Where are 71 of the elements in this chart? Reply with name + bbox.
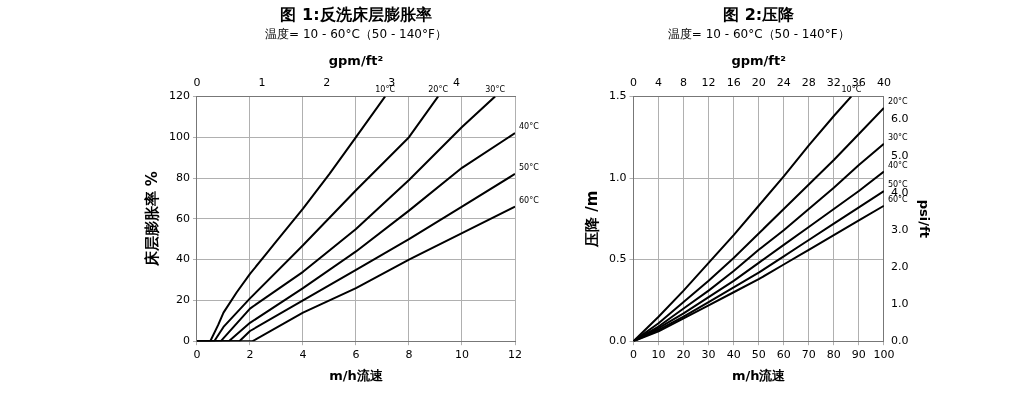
series-label: 40°C — [887, 160, 909, 170]
y2-tick-label: 3.0 — [890, 222, 909, 236]
y-tick-label: 0.5 — [608, 252, 627, 266]
x-tick-label: 30 — [701, 347, 716, 361]
chart-subtitle: 温度= 10 - 60°C（50 - 140°F） — [667, 26, 850, 41]
y2-tick-label: 1.0 — [890, 296, 909, 310]
x2-tick-label: 24 — [776, 75, 791, 89]
y-tick-label: 1.5 — [608, 89, 627, 103]
x-tick-label: 2 — [246, 347, 254, 361]
x-axis-title: m/h流速 — [731, 367, 787, 383]
y-tick-label: 20 — [176, 293, 190, 307]
x2-tick-label: 2 — [323, 75, 331, 89]
y2-tick-label: 6.0 — [890, 111, 909, 125]
y-tick-label: 0.0 — [608, 334, 627, 348]
x-tick-label: 12 — [508, 347, 522, 361]
y-axis-title: 床层膨胀率 % — [142, 171, 161, 268]
x2-tick-label: 4 — [453, 75, 461, 89]
series-label: 30°C — [887, 132, 909, 142]
series-label: 10°C — [841, 85, 862, 95]
x2-tick-label: 32 — [826, 75, 841, 89]
x-tick-label: 10 — [455, 347, 469, 361]
x2-tick-label: 20 — [751, 75, 766, 89]
x-tick-label: 90 — [851, 347, 866, 361]
x-tick-label: 60 — [776, 347, 791, 361]
x-tick-label: 0 — [193, 347, 201, 361]
x2-tick-label: 1 — [258, 75, 266, 89]
x2-axis-title: gpm/ft² — [731, 52, 786, 68]
series-label: 40°C — [519, 122, 540, 132]
x-tick-label: 8 — [405, 347, 413, 361]
y-tick-label: 100 — [169, 130, 190, 144]
series-label: 60°C — [519, 195, 540, 205]
chart-subtitle: 温度= 10 - 60°C（50 - 140°F） — [265, 26, 447, 41]
series-label: 20°C — [428, 85, 449, 95]
x2-tick-label: 40 — [876, 75, 891, 89]
series-label: 50°C — [519, 163, 540, 172]
y2-tick-label: 2.0 — [890, 259, 909, 273]
chart-title: 图 1:反洗床层膨胀率 — [280, 4, 432, 24]
series-label: 60°C — [887, 194, 909, 204]
x2-tick-label: 0 — [629, 75, 637, 89]
x2-axis-title: gpm/ft² — [328, 52, 384, 68]
x2-tick-label: 4 — [655, 75, 663, 89]
chart-title: 图 2:压降 — [723, 4, 796, 24]
y-tick-label: 40 — [176, 252, 190, 266]
x2-tick-label: 12 — [701, 75, 716, 89]
x2-tick-label: 0 — [193, 75, 201, 89]
x-tick-label: 80 — [826, 347, 841, 361]
y2-tick-label: 0.0 — [890, 334, 909, 348]
x-tick-label: 4 — [299, 347, 307, 361]
x-tick-label: 70 — [801, 347, 816, 361]
x2-tick-label: 16 — [726, 75, 741, 89]
series-label: 10°C — [375, 85, 396, 95]
series-label: 20°C — [887, 96, 909, 106]
x-tick-label: 6 — [352, 347, 360, 361]
y-tick-label: 0 — [183, 334, 190, 348]
y-tick-label: 120 — [169, 89, 190, 103]
y2-axis-title: psi/ft — [916, 199, 932, 238]
y-axis-title: 压降 /m — [582, 190, 601, 248]
series-label: 30°C — [485, 85, 506, 95]
x-tick-label: 10 — [651, 347, 666, 361]
y-tick-label: 1.0 — [608, 170, 627, 184]
x-axis-title: m/h流速 — [329, 367, 384, 383]
x-tick-label: 50 — [751, 347, 766, 361]
x-tick-label: 100 — [873, 347, 895, 361]
x-tick-label: 20 — [676, 347, 691, 361]
y2-tick-label: 5.0 — [890, 148, 909, 162]
x-tick-label: 0 — [629, 347, 637, 361]
x2-tick-label: 28 — [801, 75, 816, 89]
y-tick-label: 60 — [176, 211, 190, 225]
x-tick-label: 40 — [726, 347, 741, 361]
x2-tick-label: 8 — [680, 75, 688, 89]
y-tick-label: 80 — [176, 170, 190, 184]
